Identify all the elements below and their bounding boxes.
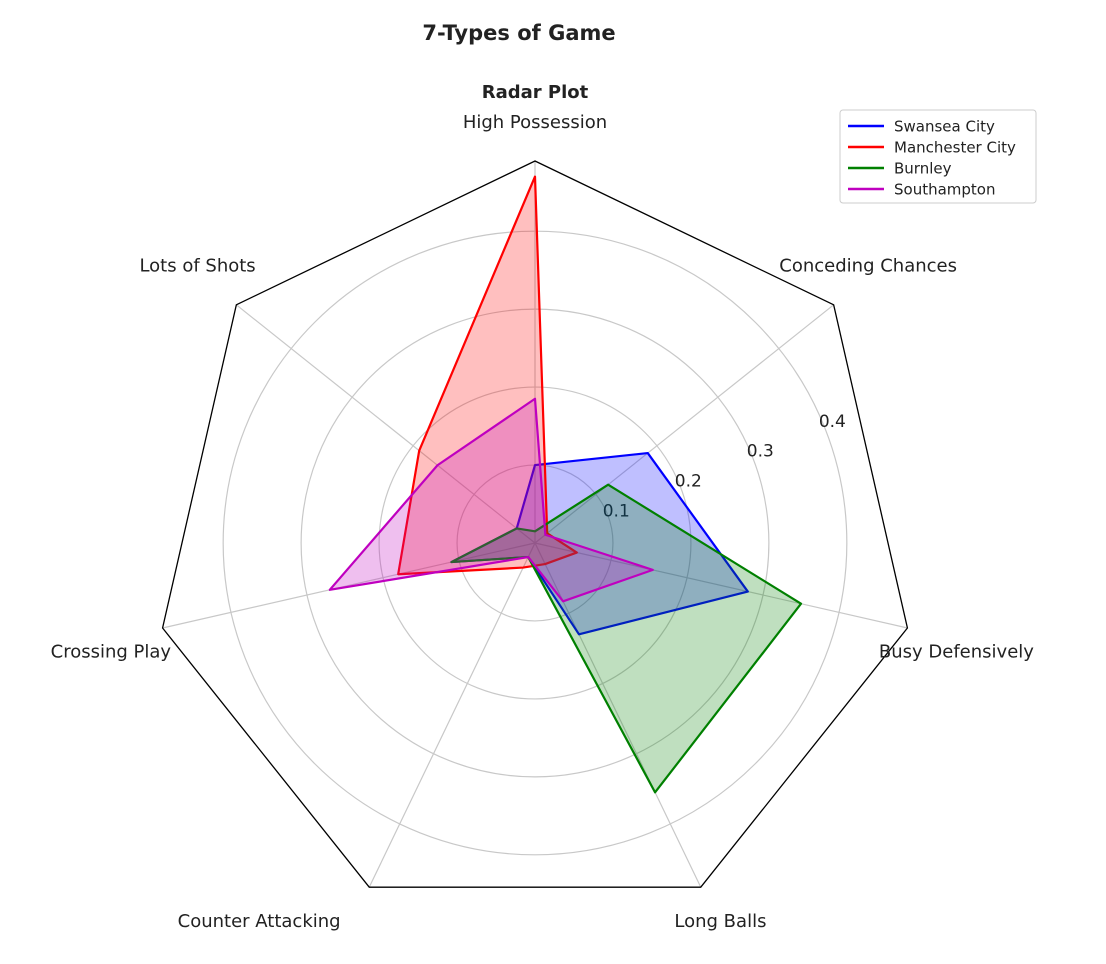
spoke	[534, 542, 908, 629]
frame	[161, 160, 909, 888]
axis-label: Crossing Play	[51, 641, 172, 662]
axis-label: High Possession	[463, 112, 607, 133]
axis-label: Busy Defensively	[879, 641, 1034, 662]
series-area	[328, 397, 654, 603]
spoke	[235, 304, 536, 544]
spoke	[368, 542, 536, 888]
legend-label: Burnley	[894, 160, 952, 178]
r-tick-label: 0.1	[603, 501, 630, 521]
axis-label: Conceding Chances	[779, 255, 957, 276]
axis-label: Long Balls	[674, 911, 766, 932]
series-area	[450, 483, 803, 794]
chart-subtitle: Radar Plot	[482, 82, 589, 103]
legend-label: Manchester City	[894, 139, 1016, 157]
chart-title: 7-Types of Game	[422, 21, 615, 45]
spoke	[162, 542, 536, 629]
axis-label: Lots of Shots	[139, 255, 255, 276]
spoke	[534, 304, 835, 544]
axis-label: Counter Attacking	[178, 911, 341, 932]
legend-label: Southampton	[894, 181, 995, 199]
r-tick-label: 0.2	[675, 472, 702, 492]
legend-label: Swansea City	[894, 118, 995, 136]
r-tick-label: 0.4	[819, 412, 846, 432]
legend-box	[839, 109, 1037, 204]
r-tick-label: 0.3	[747, 442, 774, 462]
